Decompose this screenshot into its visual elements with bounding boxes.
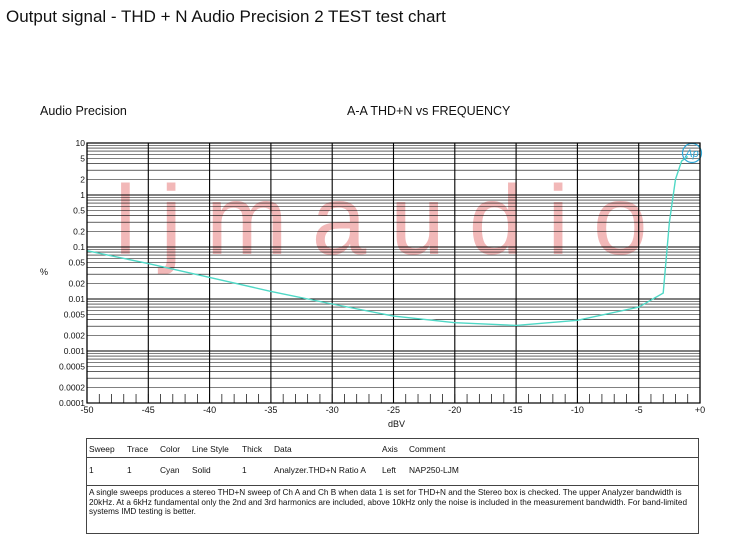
legend-header-data: Data [274, 444, 292, 454]
x-tick-label: -10 [571, 405, 584, 415]
y-tick-label: 5 [80, 154, 85, 164]
y-tick-label: 0.002 [64, 330, 86, 340]
legend-header-sweep: Sweep [89, 444, 115, 454]
y-tick-label: 0.5 [73, 206, 85, 216]
legend-header-trace: Trace [127, 444, 149, 454]
y-tick-label: 1 [80, 190, 85, 200]
legend-note: A single sweeps produces a stereo THD+N … [89, 488, 688, 517]
plot-frame [86, 142, 701, 404]
brand-label: Audio Precision [40, 104, 127, 118]
legend-header-comment: Comment [409, 444, 446, 454]
y-tick-label: 0.001 [64, 346, 86, 356]
y-tick-label: 0.1 [73, 242, 85, 252]
y-tick-label: 0.0002 [59, 382, 85, 392]
chart-title: A-A THD+N vs FREQUENCY [347, 104, 511, 118]
y-tick-label: 10 [76, 138, 86, 148]
y-tick-label: 0.0005 [59, 362, 85, 372]
y-tick-label: 0.02 [68, 278, 85, 288]
legend-table: Sweep Trace Color Line Style Thick Data … [86, 438, 699, 534]
svg-text:Ap: Ap [684, 148, 698, 160]
x-tick-label: -15 [510, 405, 523, 415]
page-title: Output signal - THD + N Audio Precision … [6, 7, 446, 26]
legend-cell-data: Analyzer.THD+N Ratio A [274, 465, 366, 475]
grid [86, 143, 701, 404]
y-axis-label: % [40, 267, 49, 277]
y-tick-label: 0.005 [64, 310, 86, 320]
legend-cell-line-style: Solid [192, 465, 211, 475]
legend-cell-thick: 1 [242, 465, 247, 475]
x-tick-label: -35 [264, 405, 277, 415]
x-tick-label: -5 [635, 405, 643, 415]
legend-data-row: 1 1 Cyan Solid 1 Analyzer.THD+N Ratio A … [87, 457, 698, 486]
x-tick-label: +0 [695, 405, 705, 415]
y-tick-label: 0.2 [73, 226, 85, 236]
x-axis-label: dBV [388, 419, 406, 429]
y-tick-label: 2 [80, 174, 85, 184]
legend-header-thick: Thick [242, 444, 263, 454]
x-tick-label: -50 [80, 405, 93, 415]
legend-header-axis: Axis [382, 444, 398, 454]
x-tick-label: -25 [387, 405, 400, 415]
watermark: ljmaudio [115, 165, 672, 275]
legend-cell-comment: NAP250-LJM [409, 465, 459, 475]
series-layer [86, 155, 689, 327]
x-tick-label: -30 [326, 405, 339, 415]
x-tick-label: -20 [448, 405, 461, 415]
y-tick-label: 0.05 [68, 258, 85, 268]
legend-header-line-style: Line Style [192, 444, 229, 454]
legend-header-color: Color [160, 444, 181, 454]
x-tick-label: -45 [142, 405, 155, 415]
y-tick-label: 0.01 [68, 294, 85, 304]
y-tick-label: 0.0001 [59, 398, 85, 408]
legend-header-row: Sweep Trace Color Line Style Thick Data … [87, 439, 698, 458]
legend-cell-sweep: 1 [89, 465, 94, 475]
series-line [86, 155, 689, 327]
x-tick-label: -40 [203, 405, 216, 415]
legend-cell-axis: Left [382, 465, 396, 475]
ap-logo: Ap [681, 142, 703, 164]
tick-labels: -50 -45 -40 -35 -30 -25 -20 -15 -10 -5 +0 10 5 2 1 0.5 0… [59, 138, 705, 415]
legend-cell-trace: 1 [127, 465, 132, 475]
legend-cell-color: Cyan [160, 465, 180, 475]
